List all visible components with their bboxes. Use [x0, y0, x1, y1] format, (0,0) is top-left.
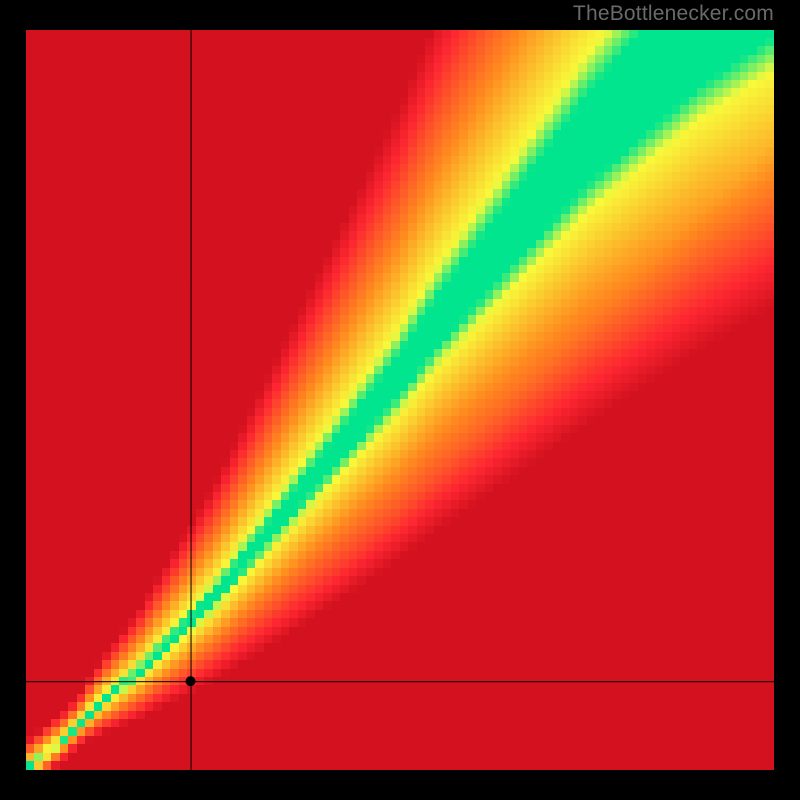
watermark-text: TheBottlenecker.com [573, 2, 774, 26]
bottleneck-heatmap [26, 30, 774, 770]
heatmap-canvas [26, 30, 774, 770]
